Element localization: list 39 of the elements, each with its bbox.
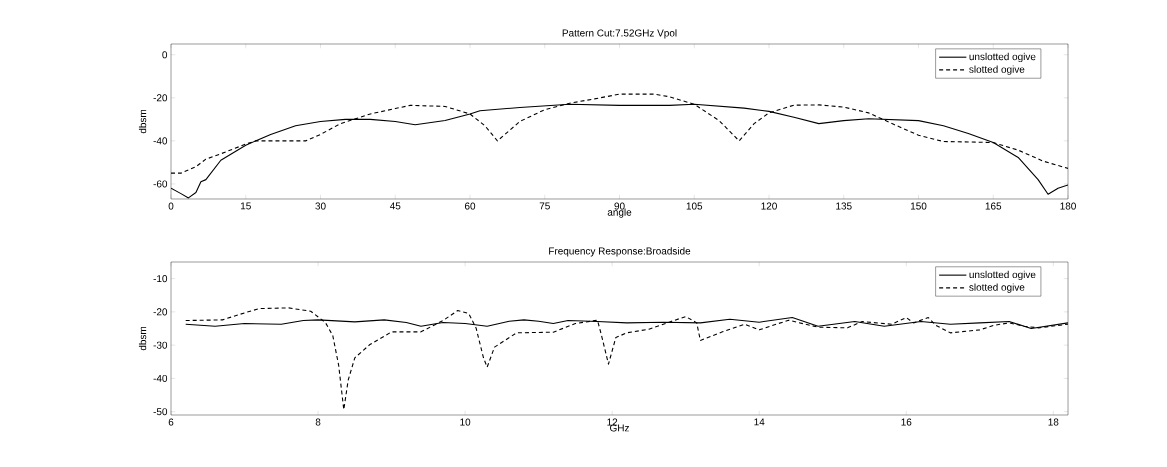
x-tick-label: 90 [614, 202, 625, 210]
x-tick-label: 16 [901, 418, 912, 426]
x-tick-label: 165 [985, 202, 1002, 210]
x-tick-label: 150 [910, 202, 927, 210]
x-tick-label: 14 [754, 418, 765, 426]
y-tick-label: -20 [153, 94, 168, 102]
x-tick-label: 30 [315, 202, 326, 210]
chart-title: Frequency Response:Broadside [549, 247, 691, 257]
x-tick-label: 10 [460, 418, 471, 426]
x-axis-title: angle [607, 208, 632, 218]
legend-label: unslotted ogive [969, 270, 1036, 281]
x-axis-title: GHz [610, 424, 629, 432]
x-tick-label: 180 [1060, 202, 1076, 210]
y-tick-label: 0 [162, 51, 168, 59]
x-tick-label: 105 [686, 202, 703, 210]
x-tick-label: 135 [836, 202, 852, 210]
x-tick-label: 15 [240, 202, 251, 210]
x-tick-label: 60 [464, 202, 476, 210]
y-tick-label: -30 [153, 341, 168, 349]
x-tick-label: 120 [761, 202, 777, 210]
x-tick-label: 75 [539, 202, 550, 210]
x-tick-label: 18 [1048, 418, 1059, 426]
x-tick-label: 8 [315, 418, 321, 426]
y-tick-label: -40 [153, 374, 168, 382]
x-tick-label: 6 [168, 418, 174, 426]
y-tick-label: -40 [153, 137, 168, 145]
legend-label: slotted ogive [969, 283, 1025, 293]
x-tick-label: 45 [389, 202, 401, 210]
legend-label: unslotted ogive [969, 52, 1036, 63]
legend-label: slotted ogive [969, 65, 1025, 75]
y-tick-label: -20 [153, 308, 168, 316]
x-tick-label: 0 [168, 202, 174, 210]
y-axis-title: dbsm [138, 109, 147, 134]
y-tick-label: -60 [153, 180, 168, 188]
y-tick-label: -10 [153, 275, 168, 283]
chart-title: Pattern Cut:7.52GHz Vpol [562, 29, 677, 39]
y-tick-label: -50 [153, 408, 168, 416]
x-tick-label: 12 [607, 418, 618, 426]
y-axis-title: dbsm [138, 326, 147, 351]
